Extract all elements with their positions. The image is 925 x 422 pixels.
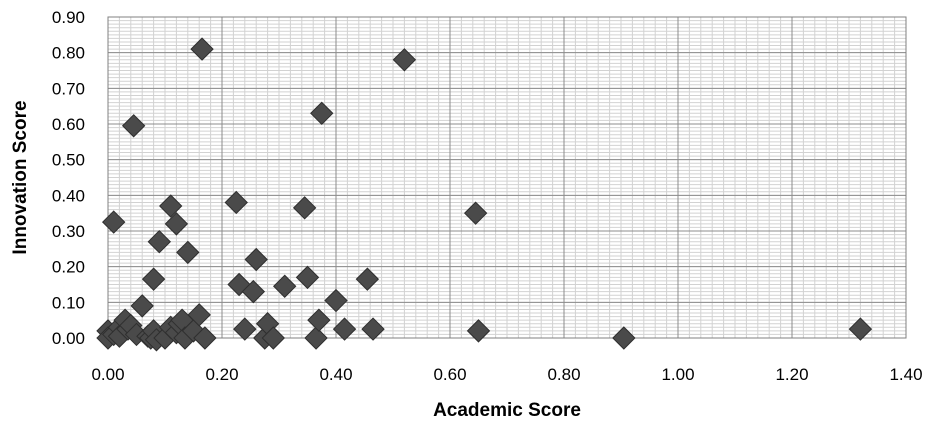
data-point [310, 101, 334, 126]
data-point [187, 303, 211, 327]
data-point [130, 294, 154, 318]
y-axis-tick-labels: 0.00 0.10 0.20 0.30 0.40 0.50 0.60 0.70 0.80 0.90 [52, 8, 85, 348]
y-tick-label: 0.40 [52, 186, 85, 205]
data-point [848, 317, 873, 341]
data-point [121, 114, 146, 138]
data-point [392, 48, 417, 72]
x-tick-label: 0.00 [91, 365, 124, 384]
data-point [158, 194, 183, 218]
data-point [233, 317, 257, 341]
data-point [361, 317, 385, 341]
y-tick-label: 0.60 [52, 115, 85, 134]
y-tick-label: 0.10 [52, 293, 85, 312]
data-point [292, 196, 317, 220]
x-tick-label: 0.80 [547, 365, 580, 384]
x-tick-label: 0.20 [205, 365, 238, 384]
grid [108, 17, 906, 338]
x-tick-label: 0.60 [433, 365, 466, 384]
data-point [164, 212, 189, 236]
data-point [307, 308, 331, 332]
data-point [612, 326, 636, 350]
data-point [244, 247, 268, 272]
data-point [224, 190, 248, 215]
x-tick-label: 1.20 [775, 365, 808, 384]
y-tick-label: 0.30 [52, 222, 85, 241]
x-tick-label: 0.40 [319, 365, 352, 384]
data-point [332, 317, 357, 341]
y-axis-title: Innovation Score [10, 100, 31, 254]
data-point [261, 326, 286, 350]
data-point [304, 326, 328, 350]
data-point [190, 37, 214, 61]
y-tick-label: 0.80 [52, 44, 85, 63]
y-tick-label: 0.00 [52, 329, 85, 348]
data-point [101, 210, 126, 234]
plot-area [107, 16, 907, 339]
x-tick-label: 1.00 [661, 365, 694, 384]
data-point [272, 274, 297, 298]
y-tick-label: 0.20 [52, 258, 85, 277]
data-points [96, 37, 873, 352]
data-point [355, 267, 380, 291]
data-point [324, 288, 348, 313]
data-point [147, 229, 172, 254]
y-tick-label: 0.90 [52, 8, 85, 27]
data-point [466, 319, 491, 343]
data-point [295, 265, 320, 290]
y-tick-label: 0.50 [52, 151, 85, 170]
x-axis-title: Academic Score [433, 400, 581, 421]
data-point [176, 240, 200, 265]
data-point [241, 279, 266, 304]
x-axis-tick-labels: 0.00 0.20 0.40 0.60 0.80 1.00 1.20 1.40 [91, 365, 922, 384]
data-point [463, 201, 488, 225]
y-tick-label: 0.70 [52, 79, 85, 98]
x-tick-label: 1.40 [889, 365, 922, 384]
data-point [193, 326, 217, 350]
data-point [141, 267, 166, 291]
